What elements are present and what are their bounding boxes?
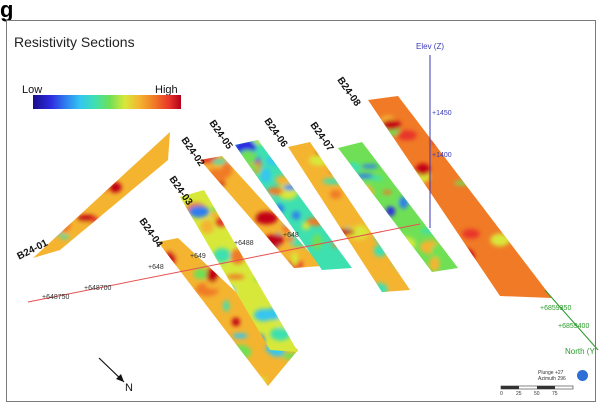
scale-label: 50 xyxy=(534,391,540,397)
legend-low-label: Low xyxy=(22,84,43,96)
north-arrow-label: N xyxy=(125,382,133,394)
easting-tick: +648 xyxy=(148,264,164,271)
northing-tick: +6859400 xyxy=(558,323,590,330)
elevation-tick: +1450 xyxy=(432,110,452,117)
elevation-tick: +1400 xyxy=(432,152,452,159)
north-arrow-head xyxy=(116,374,124,382)
legend-high-label: High xyxy=(155,84,178,96)
northing-axis xyxy=(544,289,599,351)
easting-tick: +649 xyxy=(190,253,206,260)
scale-label: 25 xyxy=(516,391,522,397)
easting-tick: +648 xyxy=(283,232,299,239)
resistivity-color-scale xyxy=(33,95,181,109)
logo-icon xyxy=(577,370,588,381)
elevation-axis-label: Elev (Z) xyxy=(416,42,444,51)
easting-tick: +648750 xyxy=(42,294,70,301)
easting-axis xyxy=(27,223,421,303)
northing-tick: +6859350 xyxy=(540,305,572,312)
figure-title: Resistivity Sections xyxy=(14,34,135,50)
scale-bar xyxy=(500,385,574,390)
header-fragment: g xyxy=(0,0,14,22)
plunge-text: Plunge +27 xyxy=(538,370,564,376)
northing-axis-label: North (Y xyxy=(565,347,595,356)
scale-label: 0 xyxy=(500,391,503,397)
sections-layer xyxy=(33,96,552,386)
easting-tick: +6488 xyxy=(234,240,254,247)
easting-tick: +648700 xyxy=(84,285,112,292)
azimuth-text: Azimuth 296 xyxy=(538,376,566,382)
view-info: Plunge +27 Azimuth 296 xyxy=(538,370,566,382)
scale-label: 75 xyxy=(552,391,558,397)
